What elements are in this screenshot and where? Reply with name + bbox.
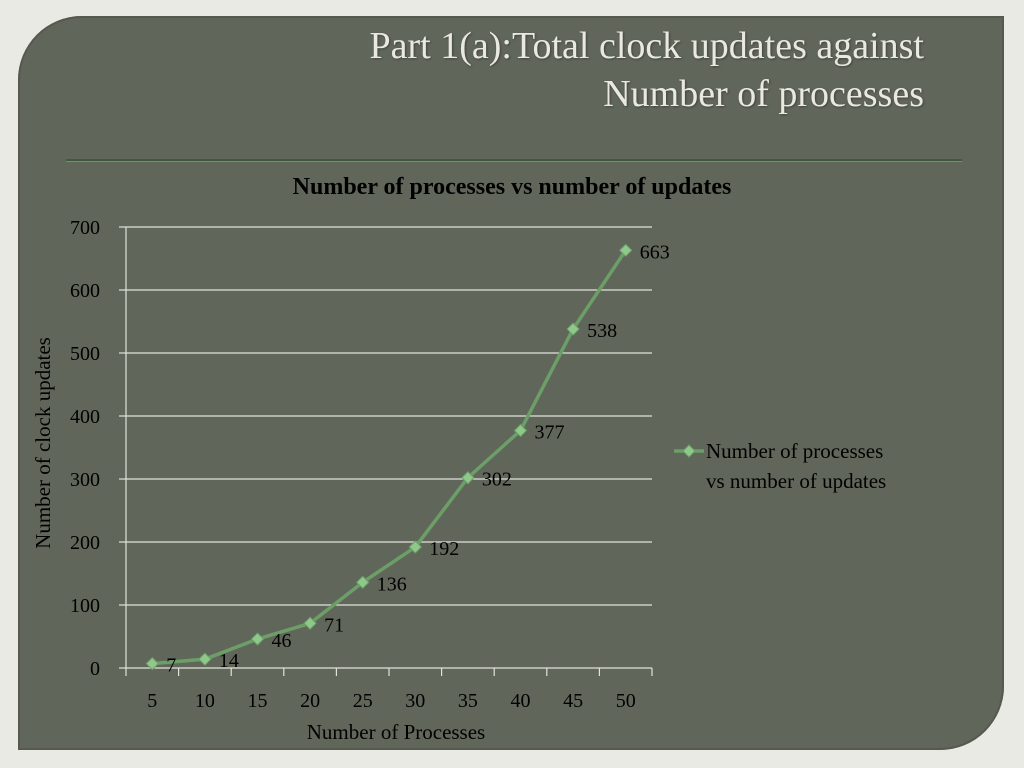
y-tick-label-300: 300	[70, 469, 100, 491]
data-point-40	[513, 423, 528, 438]
x-tick-label-25: 25	[353, 690, 373, 712]
x-tick-label-45: 45	[563, 690, 583, 712]
y-tick-label-400: 400	[70, 406, 100, 428]
slide-title-line-1: Part 1(a):Total clock updates against	[369, 25, 925, 67]
x-tick-label-30: 30	[405, 690, 425, 712]
x-tick-label-15: 15	[248, 690, 268, 712]
slide-background	[18, 16, 1004, 750]
data-point-35	[461, 471, 475, 485]
data-point-10	[198, 652, 212, 666]
slide-title: Part 1(a):Total clock updates against Nu…	[124, 22, 925, 118]
y-axis-label: Number of clock updates	[31, 337, 55, 549]
x-tick-label-35: 35	[458, 690, 478, 712]
legend-marker-swatch	[682, 444, 696, 458]
data-labels: 7 14 46 71 136 192 302 377 538 663	[166, 241, 669, 676]
data-point-5	[145, 656, 160, 671]
y-tick-label-200: 200	[70, 532, 100, 554]
data-point-45	[566, 322, 580, 336]
title-divider	[66, 159, 962, 162]
y-tick-label-0: 0	[90, 658, 100, 680]
slide-title-line-2: Number of processes	[603, 73, 924, 115]
x-tick-label-40: 40	[511, 690, 531, 712]
data-label-50: 663	[640, 241, 670, 263]
y-tick-label-700: 700	[70, 217, 100, 239]
data-label-30: 192	[429, 538, 459, 560]
legend-label-line-2: vs number of updates	[706, 469, 886, 493]
axes	[119, 226, 653, 676]
data-point-30	[408, 540, 423, 554]
data-label-45: 538	[587, 320, 617, 342]
x-tick-label-20: 20	[300, 690, 320, 712]
x-tick-label-5: 5	[147, 690, 157, 712]
data-label-35: 302	[482, 469, 512, 491]
x-axis-label: Number of Processes	[307, 720, 485, 744]
x-tick-label-50: 50	[616, 690, 636, 712]
y-tick-label-600: 600	[70, 280, 100, 302]
legend: Number of processes vs number of updates	[674, 439, 886, 493]
data-label-10: 14	[219, 650, 239, 672]
x-tick-label-10: 10	[195, 690, 215, 712]
data-point-25	[355, 575, 370, 590]
data-label-15: 46	[272, 630, 292, 652]
tick-labels: 0 100 200 300 400 500 600 700 5 10 15 20 25 30 35 40 45 5…	[70, 217, 636, 712]
data-series	[145, 243, 633, 671]
data-point-15	[250, 632, 265, 646]
data-label-5: 7	[166, 655, 176, 677]
legend-label-line-1: Number of processes	[706, 439, 883, 463]
data-label-20: 71	[324, 614, 344, 636]
series-line-0	[150, 248, 628, 666]
gridlines	[126, 226, 652, 606]
data-label-25: 136	[377, 573, 407, 595]
y-tick-label-500: 500	[70, 343, 100, 365]
data-point-20	[303, 616, 317, 630]
data-label-40: 377	[535, 421, 565, 443]
chart-title: Number of processes vs number of updates	[293, 174, 732, 200]
data-point-50	[618, 243, 633, 258]
y-tick-label-100: 100	[70, 595, 100, 617]
